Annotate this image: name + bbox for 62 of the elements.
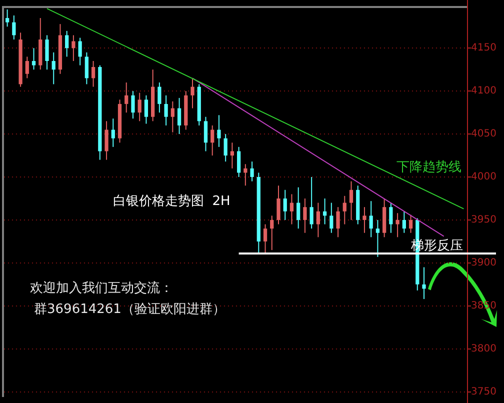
candlestick — [236, 146, 241, 178]
candlestick — [283, 189, 287, 220]
candlestick — [303, 198, 307, 234]
annotation: 群369614261（验证欧阳进群） — [34, 302, 226, 317]
y-tick-label: 4000 — [471, 172, 496, 183]
y-tick-label: 4100 — [471, 86, 496, 97]
candlestick — [263, 224, 268, 254]
candlestick — [349, 180, 354, 220]
candlestick — [389, 202, 393, 234]
candlestick — [396, 212, 400, 238]
candlestick — [25, 56, 29, 79]
y-tick-label: 3900 — [471, 258, 496, 269]
candlestick — [376, 219, 380, 258]
candlestick — [12, 14, 16, 40]
candlestick — [78, 37, 82, 66]
candlestick — [52, 52, 56, 85]
candlestick — [217, 114, 221, 148]
candlestick — [164, 94, 168, 126]
candlestick — [190, 78, 194, 109]
y-tick-label: 4050 — [471, 128, 496, 140]
candlestick — [5, 8, 10, 28]
candlestick — [45, 34, 49, 70]
candlestick — [124, 82, 128, 114]
candlestick — [111, 118, 115, 148]
candlestick — [170, 100, 174, 133]
candlestick — [422, 266, 426, 300]
candlestick — [104, 120, 108, 160]
candlestick — [72, 34, 76, 62]
annotation: 欢迎加入我们互动交流： — [30, 280, 173, 296]
candlestick — [65, 30, 69, 58]
candlestick — [204, 116, 208, 152]
candlestick — [84, 52, 88, 85]
candlestick — [32, 48, 36, 70]
y-tick-label: 3800 — [471, 343, 496, 354]
candlestick — [224, 134, 228, 162]
candlestick — [158, 82, 162, 114]
candlestick — [131, 90, 135, 120]
candlestick — [336, 206, 340, 238]
candlestick — [362, 206, 366, 234]
candlestick — [316, 202, 320, 238]
candlestick — [369, 200, 373, 238]
candlestick — [296, 186, 300, 230]
candlestick — [408, 214, 413, 234]
candlestick — [276, 185, 280, 225]
candlestick — [210, 124, 214, 156]
candlestick — [290, 194, 294, 225]
candlestick — [330, 202, 334, 234]
candlestick — [310, 176, 314, 230]
candlestick — [230, 142, 234, 169]
candlestick — [250, 161, 254, 182]
candlestick — [177, 97, 182, 135]
candlestick — [402, 210, 406, 234]
candlestick — [144, 94, 148, 124]
series-label: 下降趋势线 — [396, 160, 462, 175]
candlestick — [138, 92, 142, 122]
y-tick-label: 4150 — [471, 42, 496, 54]
candlestick — [270, 215, 274, 251]
text: 白银价格走势图 2H — [113, 194, 230, 209]
candlestick — [342, 195, 346, 225]
y-tick-label: 3950 — [471, 214, 496, 226]
candlestick — [91, 60, 96, 88]
y-tick-label: 3750 — [471, 386, 496, 398]
